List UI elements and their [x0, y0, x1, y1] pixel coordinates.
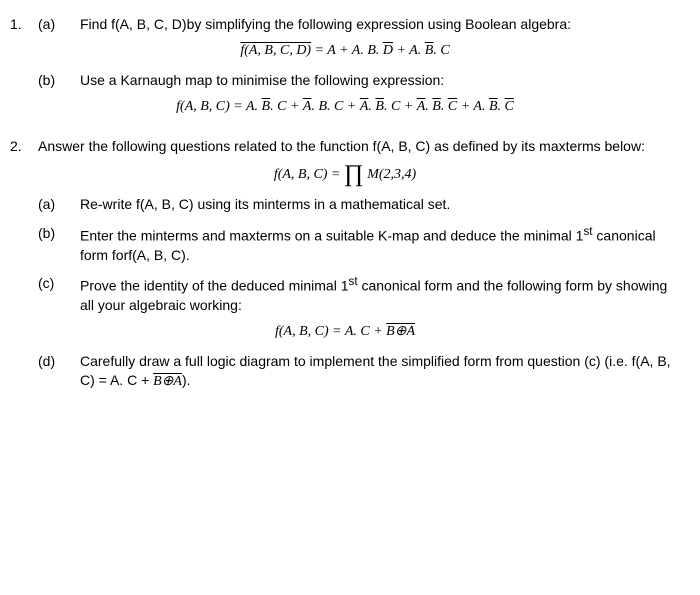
- q2-a-label: (a): [38, 195, 80, 214]
- q1b-t4b: B: [432, 98, 441, 117]
- q2-formula: f(A, B, C) = ∏ M(2,3,4): [10, 165, 680, 185]
- q1b-t4c: C: [448, 98, 457, 117]
- q2-b-text: Enter the minterms and maxterms on a sui…: [80, 224, 680, 264]
- q2-d-text: Carefully draw a full logic diagram to i…: [80, 352, 680, 392]
- q1a-lhs-ovl: f(A, B, C, D): [240, 42, 311, 61]
- q1-b-label: (b): [38, 71, 80, 90]
- q2-fm: M(2,3,4): [364, 167, 417, 182]
- q1-a-formula: f(A, B, C, D) = A + A. B. D + A. B. C: [10, 42, 680, 61]
- q1-a-row: 1. (a) Find f(A, B, C, D)by simplifying …: [10, 15, 680, 34]
- q1b-t3c: . C +: [384, 99, 417, 114]
- q1a-rhs2: + A.: [393, 43, 425, 58]
- q1b-t3d: .: [368, 99, 375, 114]
- q1b-t2bc: . B. C +: [311, 99, 359, 114]
- q1b-t1c: . C +: [270, 99, 303, 114]
- q2-c-text: Prove the identity of the deduced minima…: [80, 274, 680, 314]
- q2-d-label: (d): [38, 352, 80, 392]
- q2c-lhs: f(A, B, C) = A. C +: [275, 324, 386, 339]
- q1b-t3b: B: [375, 98, 384, 117]
- q2-intro: Answer the following questions related t…: [38, 137, 680, 156]
- q1-a-text: Find f(A, B, C, D)by simplifying the fol…: [80, 15, 680, 34]
- q1-number: 1.: [10, 15, 38, 34]
- q2-c-label: (c): [38, 274, 80, 314]
- q1-a-label: (a): [38, 15, 80, 34]
- q2-b-row: (b) Enter the minterms and maxterms on a…: [10, 224, 680, 264]
- q1-b-text: Use a Karnaugh map to minimise the follo…: [80, 71, 680, 90]
- q1a-d: D: [383, 42, 393, 61]
- q1b-t5c: C: [505, 98, 514, 117]
- q1b-lhs: f(A, B, C) = A.: [176, 99, 261, 114]
- q1b-t4p: + A.: [457, 99, 489, 114]
- q2-flhs: f(A, B, C) =: [274, 167, 344, 182]
- q2-c-formula: f(A, B, C) = A. C + B⊕A: [10, 323, 680, 342]
- q2-intro-row: 2. Answer the following questions relate…: [10, 137, 680, 156]
- q2-number: 2.: [10, 137, 38, 156]
- q1a-rhs1: = A + A. B.: [311, 43, 383, 58]
- q2c-ovl: B⊕A: [386, 323, 415, 342]
- q2-a-row: (a) Re-write f(A, B, C) using its minter…: [10, 195, 680, 214]
- q2-a-text: Re-write f(A, B, C) using its minterms i…: [80, 195, 680, 214]
- q1-b-row: (b) Use a Karnaugh map to minimise the f…: [10, 71, 680, 90]
- q1-b-formula: f(A, B, C) = A. B. C + A. B. C + A. B. C…: [10, 98, 680, 117]
- q2d-ovl: B⊕A: [153, 373, 182, 392]
- q2-d-row: (d) Carefully draw a full logic diagram …: [10, 352, 680, 392]
- q1a-rhs3: . C: [433, 43, 449, 58]
- q2-c-row: (c) Prove the identity of the deduced mi…: [10, 274, 680, 314]
- q2-prod-icon: ∏: [344, 165, 364, 184]
- q2-b-label: (b): [38, 224, 80, 264]
- q1b-t4d2: .: [441, 99, 448, 114]
- q1b-t4d: .: [425, 99, 432, 114]
- q1b-t4a: A: [417, 98, 426, 117]
- q1b-t1b: B: [262, 98, 271, 117]
- q1b-t5d: .: [498, 99, 505, 114]
- q1b-t5b: B: [489, 98, 498, 117]
